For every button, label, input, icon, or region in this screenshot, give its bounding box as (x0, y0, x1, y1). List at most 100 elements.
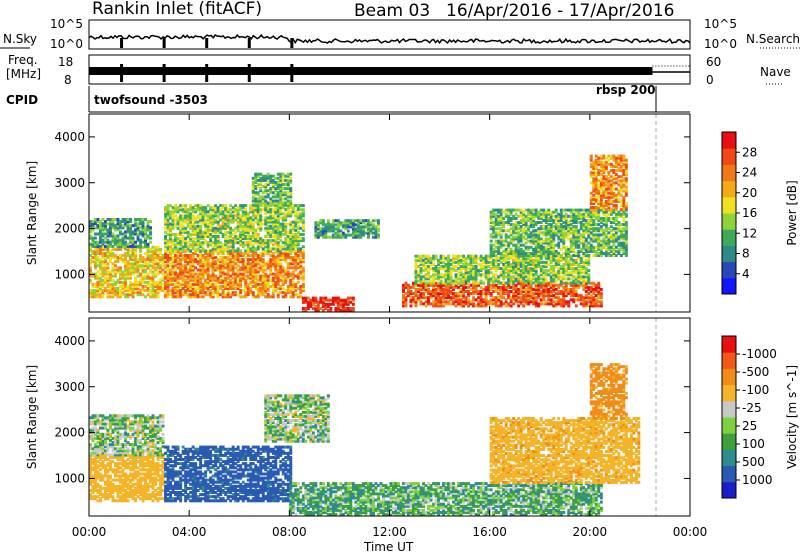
data-cell (259, 172, 263, 176)
data-cell (106, 270, 110, 274)
data-cell (311, 296, 315, 300)
data-cell (206, 228, 210, 232)
data-cell (314, 231, 318, 235)
data-cell (251, 235, 255, 238)
data-cell (206, 224, 210, 228)
data-cell (214, 282, 218, 286)
data-cell (289, 249, 293, 253)
freq-left-tick-bottom: 8 (64, 73, 72, 87)
data-cell (256, 199, 260, 203)
data-cell (504, 263, 508, 266)
data-cell (211, 245, 215, 249)
data-cell (291, 262, 295, 266)
data-cell (249, 208, 253, 212)
data-cell (271, 208, 275, 212)
data-cell (181, 237, 185, 241)
data-cell (504, 271, 508, 275)
data-cell (567, 273, 571, 277)
data-cell (131, 240, 135, 244)
data-cell (276, 232, 280, 236)
data-cell (532, 292, 536, 296)
data-cell (512, 235, 516, 239)
data-cell (577, 285, 581, 289)
data-cell (89, 245, 92, 249)
data-cell (569, 267, 573, 271)
data-cell (479, 302, 483, 306)
data-cell (264, 245, 268, 249)
data-cell (129, 287, 132, 290)
data-cell (244, 208, 248, 212)
data-cell (452, 287, 455, 291)
data-cell (291, 270, 295, 274)
data-cell (176, 237, 180, 241)
data-cell (94, 295, 97, 299)
data-cell (569, 290, 573, 293)
data-cell (519, 292, 523, 296)
data-cell (194, 241, 198, 245)
data-cell (199, 262, 203, 266)
data-cell (124, 276, 127, 280)
data-cell (346, 223, 350, 227)
data-cell (181, 228, 185, 232)
data-cell (482, 256, 486, 260)
data-cell (229, 204, 233, 208)
data-cell (537, 304, 541, 308)
data-cell (517, 277, 521, 281)
data-cell (527, 235, 531, 239)
data-cell (301, 220, 305, 224)
data-cell (261, 258, 265, 262)
data-cell (184, 243, 188, 247)
data-cell (542, 265, 546, 268)
data-cell (166, 295, 170, 299)
data-cell (171, 243, 175, 247)
data-cell (89, 260, 92, 264)
data-cell (184, 239, 188, 243)
data-cell (196, 208, 200, 212)
data-cell (111, 270, 115, 274)
data-cell (291, 291, 295, 295)
data-cell (547, 223, 551, 227)
data-cell (181, 226, 185, 230)
data-cell (226, 245, 230, 249)
data-cell (316, 300, 320, 304)
data-cell (126, 218, 130, 221)
data-cell (351, 223, 355, 227)
data-cell (452, 294, 455, 298)
data-cell (487, 283, 491, 287)
data-cell (527, 254, 531, 257)
data-cell (171, 210, 175, 214)
data-cell (151, 270, 155, 274)
data-cell (454, 256, 458, 260)
data-cell (374, 227, 378, 231)
data-cell (552, 265, 556, 268)
data-cell (482, 304, 486, 308)
data-cell (244, 222, 248, 226)
data-cell (144, 268, 147, 272)
data-cell (176, 216, 180, 220)
data-cell (527, 271, 531, 275)
data-cell (124, 280, 127, 284)
data-cell (296, 235, 300, 238)
data-cell (514, 273, 518, 277)
data-cell (414, 267, 418, 271)
data-cell (244, 262, 248, 266)
data-cell (442, 300, 445, 304)
data-cell (206, 249, 210, 253)
data-cell (479, 267, 483, 271)
data-cell (444, 294, 448, 298)
data-cell (527, 216, 531, 220)
data-cell (104, 247, 107, 251)
data-cell (331, 221, 335, 225)
data-cell (469, 277, 473, 281)
data-cell (186, 241, 190, 245)
data-cell (562, 302, 566, 306)
data-cell (119, 274, 122, 278)
data-cell (447, 275, 450, 279)
data-cell (316, 227, 320, 231)
data-cell (537, 260, 541, 264)
data-cell (211, 254, 215, 257)
data-cell (544, 273, 548, 277)
data-cell (522, 281, 526, 285)
data-cell (271, 243, 275, 247)
data-cell (256, 256, 260, 260)
